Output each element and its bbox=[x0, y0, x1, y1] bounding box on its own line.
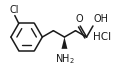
Text: HCl: HCl bbox=[93, 32, 111, 42]
Text: Cl: Cl bbox=[9, 5, 19, 15]
Text: NH$_2$: NH$_2$ bbox=[55, 52, 74, 66]
Text: OH: OH bbox=[94, 14, 109, 24]
Polygon shape bbox=[61, 37, 67, 49]
Text: O: O bbox=[75, 14, 83, 24]
